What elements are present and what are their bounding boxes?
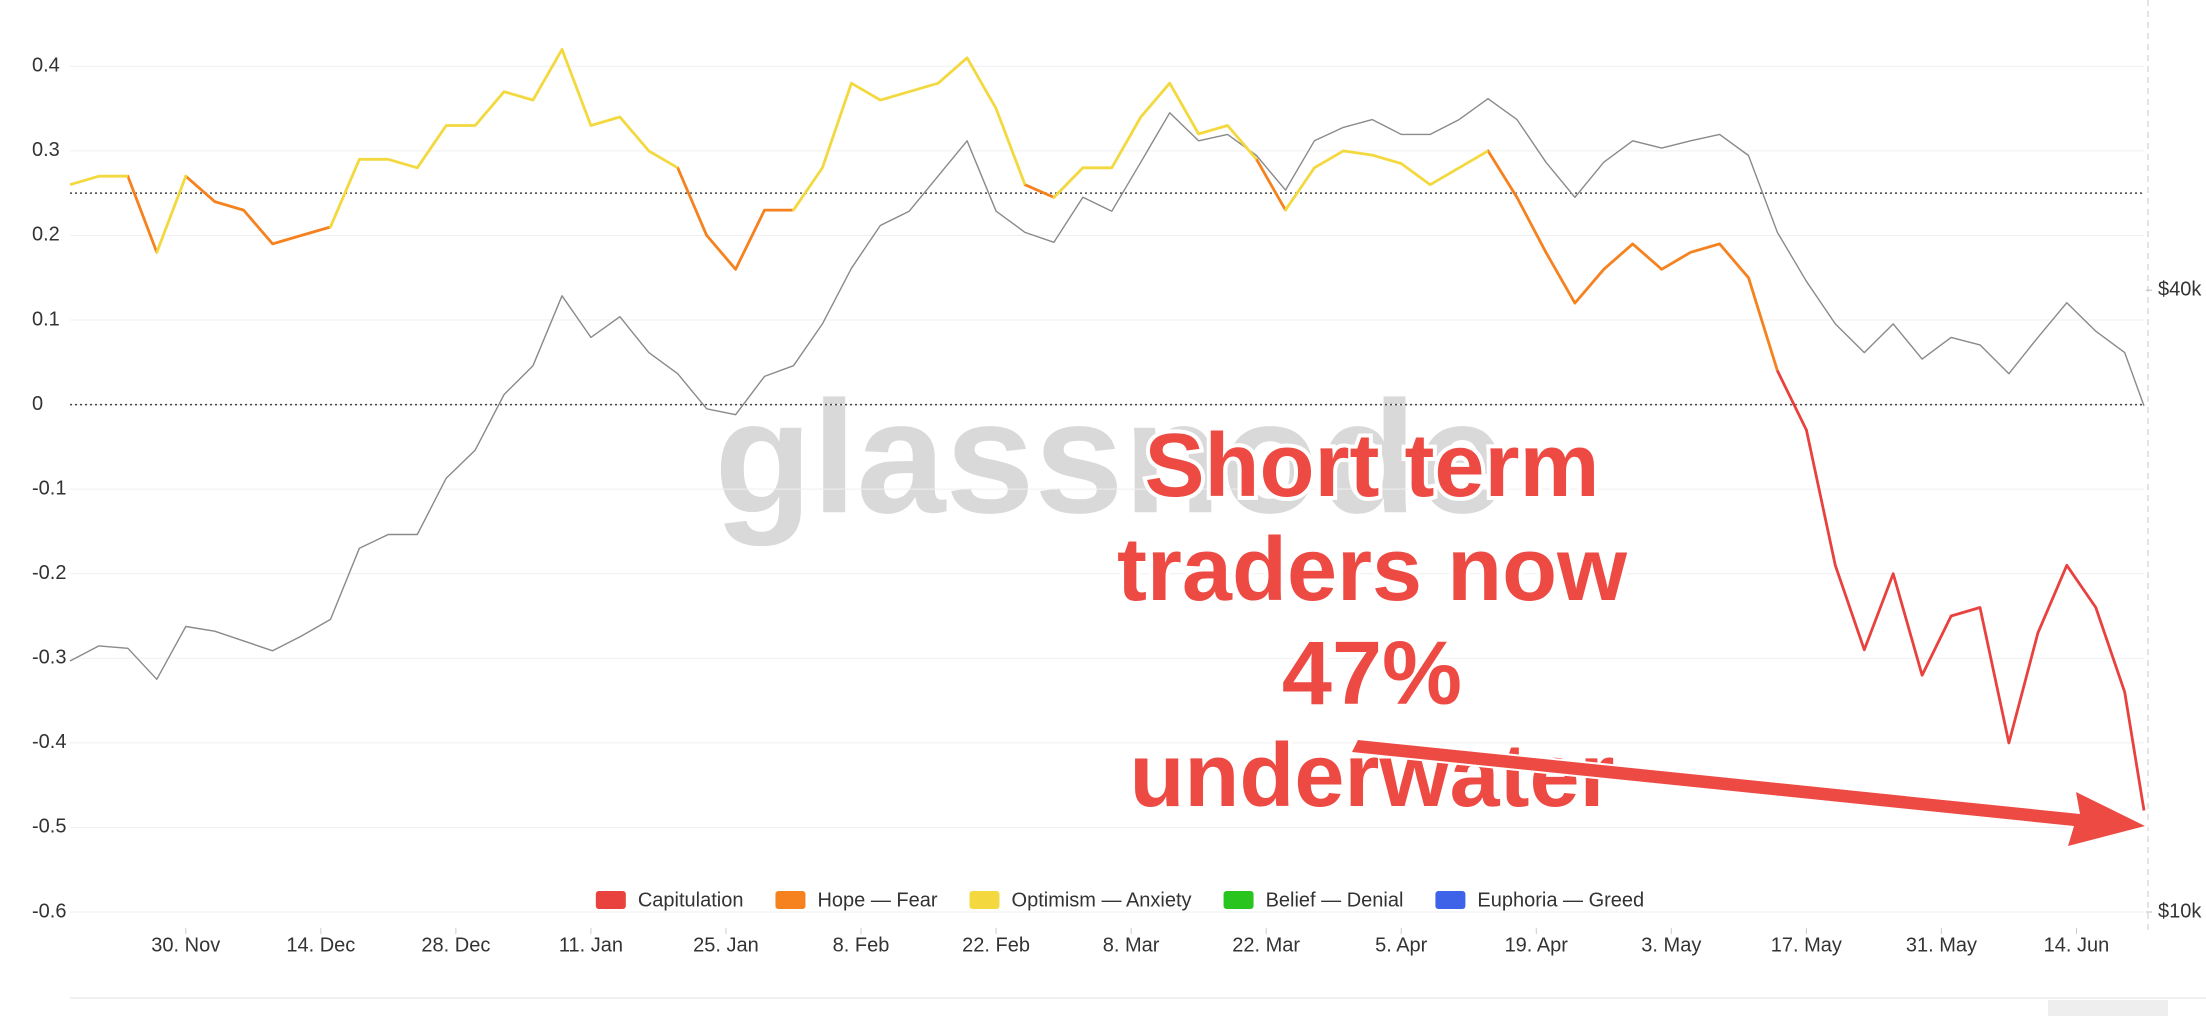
legend-swatch [969,891,1000,909]
zone-connector [1776,369,1808,432]
x-tick-label: 3. May [1641,934,1701,956]
zone-connector [1255,157,1287,212]
y2-tick-label: $10k [2158,900,2202,922]
y-tick-label: 0 [32,393,43,415]
navigator-handle [2048,1000,2168,1016]
annotation: Short term [1144,416,1599,516]
zone-connector [676,166,709,237]
annotation: underwater [1129,726,1614,826]
x-tick-label: 14. Dec [286,934,355,956]
zone-connector [184,174,217,204]
x-tick-label: 8. Feb [833,934,890,956]
zone-connector [126,174,159,254]
y-tick-label: 0.4 [32,55,60,77]
y-tick-label: 0.3 [32,139,60,161]
x-tick-label: 31. May [1906,934,1977,956]
x-tick-label: 14. Jun [2044,934,2110,956]
legend-swatch [1223,891,1254,909]
legend-label: Euphoria — Greed [1477,889,1644,911]
x-tick-label: 22. Feb [962,934,1030,956]
legend-swatch [775,891,806,909]
y-tick-label: -0.4 [32,731,66,753]
zone-line [69,48,1489,187]
zone-line [1805,429,2146,811]
zone-connector [1486,149,1519,199]
annotation: traders now [1117,520,1628,620]
zone-connector [1023,183,1056,199]
legend-label: Capitulation [638,889,744,911]
x-tick-label: 25. Jan [693,934,759,956]
x-tick-label: 5. Apr [1375,934,1428,956]
annotation-arrow [1348,737,2151,849]
legend: Capitulation Hope — Fear Optimism — Anxiet… [595,889,1644,911]
zone-connector [1284,166,1316,212]
y-tick-label: -0.6 [32,900,66,922]
zone-connector [329,157,361,229]
y-tick-label: 0.1 [32,308,60,330]
y-tick-label: 0.2 [32,224,60,246]
x-tick-label: 8. Mar [1103,934,1160,956]
legend-label: Belief — Denial [1266,889,1404,911]
x-tick-label: 28. Dec [421,934,490,956]
x-tick-label: 19. Apr [1505,934,1569,956]
y-tick-label: -0.2 [32,562,66,584]
zone-connector [1052,166,1085,199]
watermark: glassnode [714,367,1505,546]
y2-tick-label: $40k [2158,278,2202,300]
legend-label: Hope — Fear [817,889,937,911]
legend-swatch [1435,891,1466,909]
x-tick-label: 17. May [1771,934,1842,956]
x-tick-label: 30. Nov [151,934,220,956]
x-tick-label: 11. Jan [559,934,623,956]
legend-swatch [595,891,626,909]
y-tick-label: -0.5 [32,816,66,838]
y-tick-label: -0.3 [32,647,66,669]
zone-connector [155,174,188,254]
legend-label: Optimism — Anxiety [1012,889,1192,911]
y-tick-label: -0.1 [32,477,66,499]
price-line [69,98,2145,680]
x-tick-label: 22. Mar [1232,934,1300,956]
zone-line [214,196,1779,372]
zone-connector [792,166,824,212]
annotation: 47% [1282,624,1462,724]
